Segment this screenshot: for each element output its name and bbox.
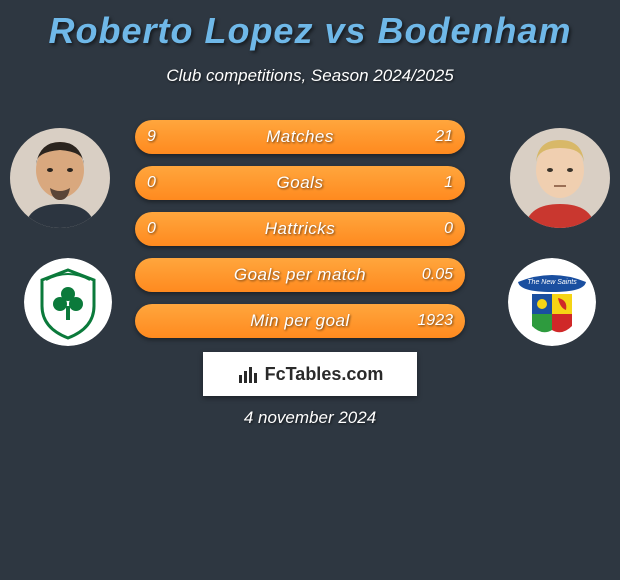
player-right-club-crest: The New Saints [508,258,596,346]
stat-right-value: 21 [435,120,453,154]
player-left-club-crest [24,258,112,346]
watermark-label: FcTables.com [265,364,384,385]
stat-row: 9 Matches 21 [135,120,465,154]
watermark: FcTables.com [203,352,417,396]
crest-banner-text: The New Saints [527,279,577,286]
stat-row: Min per goal 1923 [135,304,465,338]
page-subtitle: Club competitions, Season 2024/2025 [0,66,620,86]
stat-label: Matches [135,120,465,154]
stat-right-value: 1 [444,166,453,200]
player-left-avatar [10,128,110,228]
stat-label: Min per goal [135,304,465,338]
stat-row: 0 Goals 1 [135,166,465,200]
stat-label: Goals [135,166,465,200]
stat-row: 0 Hattricks 0 [135,212,465,246]
crest-icon: The New Saints [508,258,596,346]
page-title: Roberto Lopez vs Bodenham [0,0,620,52]
avatar-icon [510,128,610,228]
avatar-icon [10,128,110,228]
stat-right-value: 0 [444,212,453,246]
stat-label: Goals per match [135,258,465,292]
date-label: 4 november 2024 [0,408,620,428]
stat-row: Goals per match 0.05 [135,258,465,292]
stats-bars: 9 Matches 21 0 Goals 1 0 Hattricks 0 Goa… [135,120,465,350]
chart-bars-icon [237,363,259,385]
stat-right-value: 0.05 [422,258,453,292]
stat-label: Hattricks [135,212,465,246]
player-right-avatar [510,128,610,228]
stat-right-value: 1923 [417,304,453,338]
crest-icon [24,258,112,346]
